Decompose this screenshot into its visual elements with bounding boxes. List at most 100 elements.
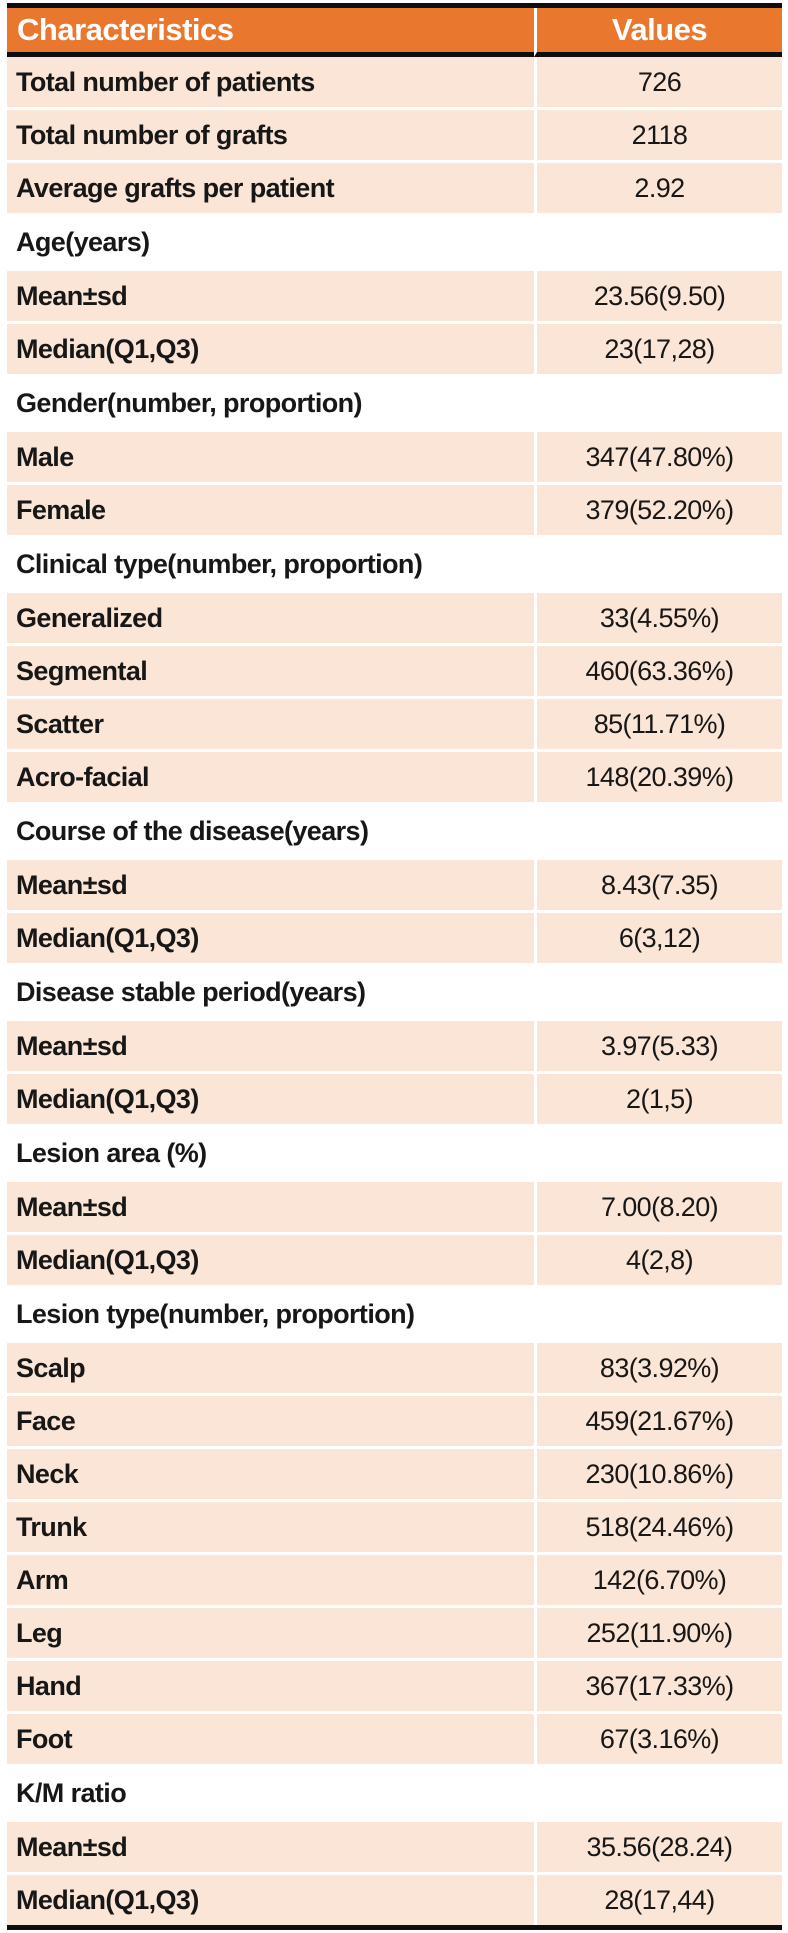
- table-row: Mean±sd 23.56(9.50): [7, 271, 782, 324]
- row-value: 459(21.67%): [534, 1396, 782, 1449]
- table-row: Segmental 460(63.36%): [7, 646, 782, 699]
- row-label: Total number of patients: [7, 57, 534, 110]
- row-label: Face: [7, 1396, 534, 1449]
- section-header-row: Age(years): [7, 216, 782, 271]
- table-row: Face 459(21.67%): [7, 1396, 782, 1449]
- table-row: Median(Q1,Q3) 4(2,8): [7, 1235, 782, 1288]
- table-row: Mean±sd 35.56(28.24): [7, 1822, 782, 1875]
- table-row: Total number of patients 726: [7, 57, 782, 110]
- row-value: 148(20.39%): [534, 752, 782, 805]
- row-label: Median(Q1,Q3): [7, 913, 534, 966]
- row-label: Neck: [7, 1449, 534, 1502]
- row-label: Median(Q1,Q3): [7, 1875, 534, 1925]
- table-row: Acro-facial 148(20.39%): [7, 752, 782, 805]
- column-header-characteristics: Characteristics: [7, 8, 534, 57]
- row-value: 4(2,8): [534, 1235, 782, 1288]
- row-label: Female: [7, 485, 534, 538]
- row-value: 83(3.92%): [534, 1343, 782, 1396]
- section-header-row: Lesion type(number, proportion): [7, 1288, 782, 1343]
- section-label: Age(years): [7, 216, 782, 271]
- table-row: Median(Q1,Q3) 2(1,5): [7, 1074, 782, 1127]
- table-row: Scalp 83(3.92%): [7, 1343, 782, 1396]
- table-row: Trunk 518(24.46%): [7, 1502, 782, 1555]
- table-row: Mean±sd 8.43(7.35): [7, 860, 782, 913]
- row-value: 7.00(8.20): [534, 1182, 782, 1235]
- section-header-row: K/M ratio: [7, 1767, 782, 1822]
- section-label: Course of the disease(years): [7, 805, 782, 860]
- row-value: 460(63.36%): [534, 646, 782, 699]
- table-row: Mean±sd 3.97(5.33): [7, 1021, 782, 1074]
- row-value: 518(24.46%): [534, 1502, 782, 1555]
- table-row: Leg 252(11.90%): [7, 1608, 782, 1661]
- section-label: Lesion type(number, proportion): [7, 1288, 782, 1343]
- section-label: Lesion area (%): [7, 1127, 782, 1182]
- row-label: Total number of grafts: [7, 110, 534, 163]
- table-row: Arm 142(6.70%): [7, 1555, 782, 1608]
- row-label: Mean±sd: [7, 1021, 534, 1074]
- row-label: Foot: [7, 1714, 534, 1767]
- row-label: Arm: [7, 1555, 534, 1608]
- row-label: Male: [7, 432, 534, 485]
- row-label: Mean±sd: [7, 860, 534, 913]
- section-header-row: Lesion area (%): [7, 1127, 782, 1182]
- table-row: Total number of grafts 2118: [7, 110, 782, 163]
- row-label: Leg: [7, 1608, 534, 1661]
- row-value: 35.56(28.24): [534, 1822, 782, 1875]
- row-label: Acro-facial: [7, 752, 534, 805]
- table-row: Generalized 33(4.55%): [7, 593, 782, 646]
- row-value: 3.97(5.33): [534, 1021, 782, 1074]
- table-row: Hand 367(17.33%): [7, 1661, 782, 1714]
- row-value: 726: [534, 57, 782, 110]
- table-row: Median(Q1,Q3) 23(17,28): [7, 324, 782, 377]
- row-value: 230(10.86%): [534, 1449, 782, 1502]
- row-label: Mean±sd: [7, 1822, 534, 1875]
- table-row: Female 379(52.20%): [7, 485, 782, 538]
- section-label: Gender(number, proportion): [7, 377, 782, 432]
- section-header-row: Clinical type(number, proportion): [7, 538, 782, 593]
- row-label: Hand: [7, 1661, 534, 1714]
- section-header-row: Course of the disease(years): [7, 805, 782, 860]
- row-label: Mean±sd: [7, 1182, 534, 1235]
- row-value: 85(11.71%): [534, 699, 782, 752]
- row-label: Median(Q1,Q3): [7, 1235, 534, 1288]
- row-label: Generalized: [7, 593, 534, 646]
- row-value: 347(47.80%): [534, 432, 782, 485]
- row-value: 2118: [534, 110, 782, 163]
- table-row: Scatter 85(11.71%): [7, 699, 782, 752]
- table-row: Male 347(47.80%): [7, 432, 782, 485]
- table-row: Mean±sd 7.00(8.20): [7, 1182, 782, 1235]
- row-label: Scalp: [7, 1343, 534, 1396]
- table-header-row: Characteristics Values: [7, 8, 782, 57]
- section-label: K/M ratio: [7, 1767, 782, 1822]
- row-value: 367(17.33%): [534, 1661, 782, 1714]
- row-label: Mean±sd: [7, 271, 534, 324]
- row-value: 23(17,28): [534, 324, 782, 377]
- section-header-row: Gender(number, proportion): [7, 377, 782, 432]
- table-row: Neck 230(10.86%): [7, 1449, 782, 1502]
- table-row: Median(Q1,Q3) 28(17,44): [7, 1875, 782, 1925]
- row-label: Median(Q1,Q3): [7, 324, 534, 377]
- row-value: 33(4.55%): [534, 593, 782, 646]
- section-label: Disease stable period(years): [7, 966, 782, 1021]
- row-label: Scatter: [7, 699, 534, 752]
- row-value: 6(3,12): [534, 913, 782, 966]
- row-label: Average grafts per patient: [7, 163, 534, 216]
- row-value: 23.56(9.50): [534, 271, 782, 324]
- row-value: 379(52.20%): [534, 485, 782, 538]
- row-label: Median(Q1,Q3): [7, 1074, 534, 1127]
- table-body: Total number of patients 726 Total numbe…: [7, 57, 782, 1925]
- row-value: 142(6.70%): [534, 1555, 782, 1608]
- row-value: 252(11.90%): [534, 1608, 782, 1661]
- row-value: 28(17,44): [534, 1875, 782, 1925]
- table-row: Average grafts per patient 2.92: [7, 163, 782, 216]
- table-row: Median(Q1,Q3) 6(3,12): [7, 913, 782, 966]
- row-value: 2.92: [534, 163, 782, 216]
- row-value: 2(1,5): [534, 1074, 782, 1127]
- section-header-row: Disease stable period(years): [7, 966, 782, 1021]
- row-value: 8.43(7.35): [534, 860, 782, 913]
- table-row: Foot 67(3.16%): [7, 1714, 782, 1767]
- row-value: 67(3.16%): [534, 1714, 782, 1767]
- row-label: Trunk: [7, 1502, 534, 1555]
- row-label: Segmental: [7, 646, 534, 699]
